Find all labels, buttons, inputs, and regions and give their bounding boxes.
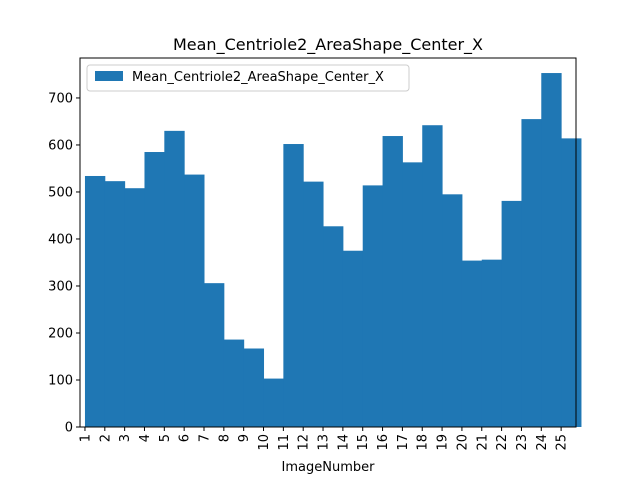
x-tick-label: 3 (118, 434, 133, 442)
x-axis-ticks: 1 2 3 4 5 6 7 8 9 10 11 12 13 14 15 16 17 18 19 20 21 22 23 24 2… (78, 427, 570, 451)
x-tick-label: 18 (416, 434, 431, 451)
x-tick-label: 12 (297, 434, 312, 451)
bar-3 (124, 188, 145, 427)
legend-label: Mean_Centriole2_AreaShape_Center_X (132, 70, 384, 85)
x-tick-label: 13 (317, 434, 332, 451)
x-tick-label: 25 (555, 434, 570, 451)
plot-frame (79, 57, 577, 428)
x-tick-label: 7 (198, 434, 213, 442)
bar-22 (501, 200, 522, 427)
bar-21 (481, 259, 503, 427)
bar-25 (561, 138, 582, 427)
bar-7 (204, 283, 225, 427)
bar-8 (223, 339, 245, 427)
bar-2 (104, 181, 126, 427)
bar-16 (382, 136, 403, 427)
y-tick-label: 500 (48, 185, 73, 200)
bar-11 (283, 144, 304, 427)
y-axis-ticks: 0 100 200 300 400 500 600 700 (48, 91, 80, 436)
x-tick-label: 1 (78, 434, 93, 442)
bar-14 (342, 250, 364, 427)
bar-10 (263, 378, 284, 427)
legend[interactable]: Mean_Centriole2_AreaShape_Center_X (86, 64, 410, 92)
bar-18 (422, 125, 443, 427)
bar-9 (243, 348, 265, 427)
x-tick-label: 16 (376, 434, 391, 451)
bars-group (84, 73, 582, 428)
x-tick-label: 20 (455, 434, 470, 451)
bar-19 (442, 194, 463, 427)
bar-5 (164, 130, 185, 428)
x-tick-label: 4 (138, 434, 153, 442)
x-tick-label: 22 (495, 434, 510, 451)
x-axis-title: ImageNumber (282, 460, 376, 475)
x-tick-label: 23 (515, 434, 530, 451)
x-tick-label: 5 (158, 434, 173, 442)
bar-17 (402, 162, 423, 428)
x-tick-label: 14 (336, 434, 351, 451)
x-tick-label: 17 (396, 434, 411, 451)
x-tick-label: 21 (475, 434, 490, 451)
bar-6 (184, 174, 205, 427)
bar-4 (144, 152, 165, 427)
bar-12 (303, 181, 324, 427)
y-tick-label: 700 (48, 91, 73, 106)
y-tick-label: 400 (48, 232, 73, 247)
y-tick-label: 600 (48, 138, 73, 153)
bar-15 (362, 185, 384, 427)
chart-title: Mean_Centriole2_AreaShape_Center_X (173, 35, 483, 55)
y-tick-label: 0 (65, 421, 73, 436)
y-tick-label: 100 (48, 373, 73, 388)
bar-1 (84, 175, 106, 427)
x-tick-label: 11 (277, 434, 292, 451)
x-tick-label: 2 (98, 434, 113, 442)
x-tick-label: 24 (535, 434, 550, 451)
y-tick-label: 200 (48, 326, 73, 341)
x-tick-label: 9 (237, 434, 252, 442)
legend-swatch (95, 71, 123, 81)
bar-13 (323, 226, 344, 427)
x-tick-label: 6 (178, 434, 193, 442)
x-tick-label: 10 (257, 434, 272, 451)
x-tick-label: 19 (436, 434, 451, 451)
x-tick-label: 15 (356, 434, 371, 451)
bar-20 (461, 260, 483, 427)
y-tick-label: 300 (48, 279, 73, 294)
x-tick-label: 8 (217, 434, 232, 442)
legend-box (86, 64, 410, 92)
bar-23 (521, 119, 542, 428)
bar-24 (541, 73, 562, 427)
